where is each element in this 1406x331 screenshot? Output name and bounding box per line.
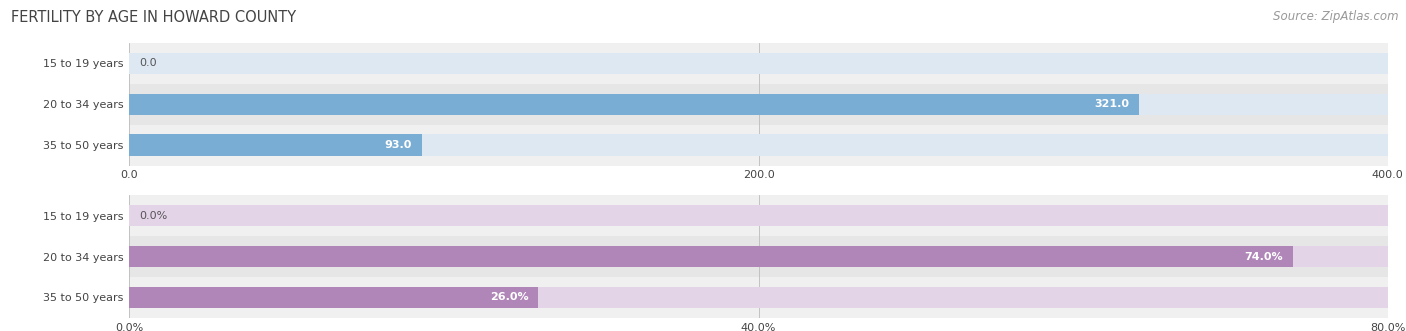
- Bar: [129, 195, 1388, 236]
- Bar: [129, 53, 1388, 74]
- Bar: [129, 287, 1388, 308]
- Bar: [129, 246, 1294, 267]
- Bar: [129, 246, 1388, 267]
- Text: FERTILITY BY AGE IN HOWARD COUNTY: FERTILITY BY AGE IN HOWARD COUNTY: [11, 10, 297, 25]
- Bar: [129, 236, 1388, 277]
- Bar: [129, 287, 538, 308]
- Bar: [129, 277, 1388, 318]
- Text: 26.0%: 26.0%: [489, 292, 529, 302]
- Bar: [129, 94, 1139, 115]
- Bar: [129, 84, 1388, 125]
- Bar: [129, 43, 1388, 84]
- Text: 321.0: 321.0: [1094, 99, 1129, 109]
- Bar: [129, 134, 422, 156]
- Bar: [129, 94, 1388, 115]
- Bar: [129, 134, 1388, 156]
- Bar: [129, 125, 1388, 166]
- Text: 74.0%: 74.0%: [1244, 252, 1284, 261]
- Bar: [129, 205, 1388, 226]
- Text: 0.0: 0.0: [139, 59, 157, 69]
- Text: 0.0%: 0.0%: [139, 211, 167, 221]
- Text: Source: ZipAtlas.com: Source: ZipAtlas.com: [1274, 10, 1399, 23]
- Text: 93.0: 93.0: [384, 140, 412, 150]
